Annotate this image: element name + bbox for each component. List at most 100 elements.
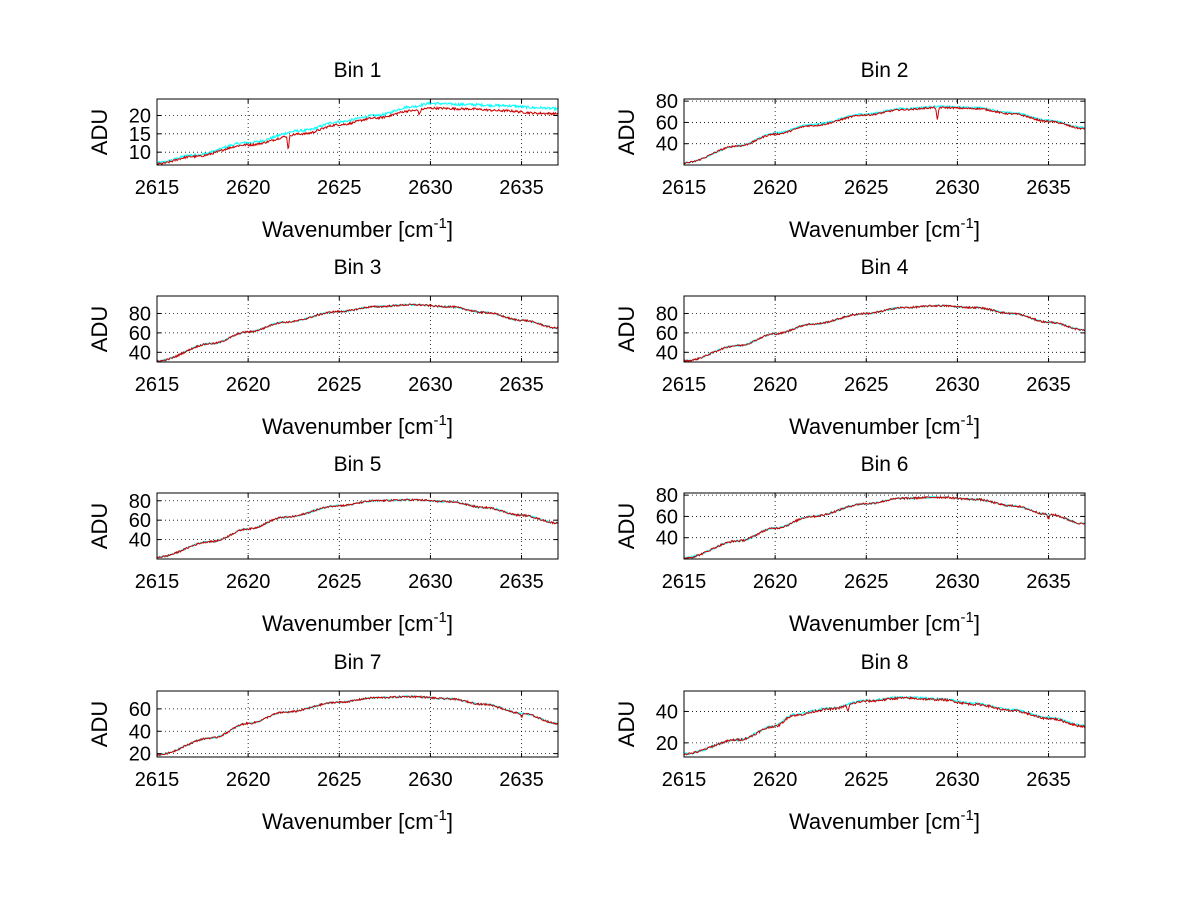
axes-box bbox=[683, 98, 1086, 166]
x-tick-label: 2625 bbox=[317, 374, 362, 396]
y-axis-label: ADU bbox=[614, 109, 639, 155]
x-tick-label: 2630 bbox=[935, 177, 980, 199]
x-tick-label: 2625 bbox=[844, 177, 889, 199]
x-axis-label: Wavenumber [cm-1] bbox=[262, 215, 453, 242]
x-tick-label: 2620 bbox=[226, 571, 271, 593]
x-tick-label: 2615 bbox=[135, 571, 180, 593]
x-axis-label: Wavenumber [cm-1] bbox=[789, 215, 980, 242]
x-tick-label: 2625 bbox=[317, 769, 362, 791]
y-tick-label: 40 bbox=[129, 342, 151, 364]
x-axis-label-superscript: -1 bbox=[434, 215, 447, 232]
x-tick-label: 2620 bbox=[753, 769, 798, 791]
x-axis-label: Wavenumber [cm-1] bbox=[789, 609, 980, 636]
x-axis-label-text: Wavenumber [cm bbox=[789, 611, 961, 636]
plot-area bbox=[157, 99, 558, 165]
x-tick-label: 2635 bbox=[1026, 374, 1071, 396]
y-axis-label: ADU bbox=[614, 306, 639, 352]
subplot-title: Bin 4 bbox=[861, 256, 909, 279]
y-axis-label: ADU bbox=[87, 503, 112, 549]
x-tick-label: 2620 bbox=[226, 177, 271, 199]
x-axis-label-superscript: -1 bbox=[434, 412, 447, 429]
axes-box bbox=[683, 690, 1086, 758]
x-axis-label-text: Wavenumber [cm bbox=[789, 414, 961, 439]
subplot-bin-8: 2615 2620 2625 2630 2635 20 40 Bin 8 Wavenumber … bbox=[614, 651, 1086, 834]
y-tick-label: 20 bbox=[129, 106, 151, 128]
y-tick-label: 40 bbox=[656, 701, 678, 723]
series-line-red bbox=[157, 303, 558, 362]
x-tick-label: 2630 bbox=[408, 571, 453, 593]
axes-box bbox=[156, 98, 559, 166]
x-tick-label: 2620 bbox=[226, 374, 271, 396]
x-tick-label: 2620 bbox=[226, 769, 271, 791]
x-tick-label: 2630 bbox=[408, 374, 453, 396]
x-tick-label: 2615 bbox=[135, 769, 180, 791]
subplot-title: Bin 2 bbox=[861, 59, 909, 82]
series-line-red bbox=[157, 498, 558, 559]
x-tick-label: 2635 bbox=[1026, 177, 1071, 199]
x-axis-label-end: ] bbox=[974, 611, 980, 636]
x-tick-label: 2615 bbox=[662, 769, 707, 791]
x-tick-label: 2630 bbox=[935, 769, 980, 791]
x-axis-label-superscript: -1 bbox=[961, 807, 974, 824]
x-axis-label: Wavenumber [cm-1] bbox=[789, 807, 980, 834]
y-tick-label: 60 bbox=[656, 112, 678, 134]
x-axis-label: Wavenumber [cm-1] bbox=[262, 412, 453, 439]
y-tick-label: 40 bbox=[129, 721, 151, 743]
y-tick-label: 60 bbox=[129, 699, 151, 721]
axes-box bbox=[683, 492, 1086, 560]
x-axis-label-text: Wavenumber [cm bbox=[789, 809, 961, 834]
subplot-title: Bin 8 bbox=[861, 651, 909, 674]
x-axis-label-superscript: -1 bbox=[961, 215, 974, 232]
x-tick-label: 2635 bbox=[499, 571, 544, 593]
x-tick-label: 2615 bbox=[662, 571, 707, 593]
y-tick-label: 80 bbox=[129, 303, 151, 325]
x-tick-label: 2620 bbox=[753, 571, 798, 593]
subplot-title: Bin 7 bbox=[334, 651, 382, 674]
y-tick-label: 20 bbox=[656, 733, 678, 755]
x-tick-label: 2635 bbox=[1026, 571, 1071, 593]
x-tick-label: 2615 bbox=[135, 177, 180, 199]
y-tick-label: 20 bbox=[129, 744, 151, 766]
x-tick-label: 2635 bbox=[1026, 769, 1071, 791]
x-axis-label-end: ] bbox=[974, 217, 980, 242]
x-tick-label: 2625 bbox=[317, 177, 362, 199]
x-tick-label: 2635 bbox=[499, 374, 544, 396]
y-tick-label: 40 bbox=[129, 530, 151, 552]
plot-area bbox=[684, 296, 1085, 362]
plot-area bbox=[157, 493, 558, 559]
x-tick-label: 2615 bbox=[662, 177, 707, 199]
y-tick-label: 80 bbox=[656, 91, 678, 113]
plot-area bbox=[684, 99, 1085, 165]
x-axis-label: Wavenumber [cm-1] bbox=[262, 609, 453, 636]
axes-box bbox=[156, 295, 559, 363]
y-tick-label: 10 bbox=[129, 142, 151, 164]
x-tick-label: 2630 bbox=[408, 769, 453, 791]
x-axis-label: Wavenumber [cm-1] bbox=[789, 412, 980, 439]
x-axis-label-end: ] bbox=[447, 611, 453, 636]
series-line-red bbox=[684, 105, 1085, 165]
plot-area bbox=[157, 691, 558, 757]
y-axis-label: ADU bbox=[614, 701, 639, 747]
x-axis-label-text: Wavenumber [cm bbox=[262, 217, 434, 242]
series-line-red bbox=[684, 304, 1085, 362]
y-axis-label: ADU bbox=[87, 109, 112, 155]
x-tick-label: 2625 bbox=[844, 769, 889, 791]
x-tick-label: 2620 bbox=[753, 177, 798, 199]
x-axis-label-end: ] bbox=[447, 414, 453, 439]
x-axis-label-superscript: -1 bbox=[961, 412, 974, 429]
x-tick-label: 2630 bbox=[935, 571, 980, 593]
y-tick-label: 60 bbox=[656, 323, 678, 345]
x-tick-label: 2630 bbox=[935, 374, 980, 396]
x-axis-label-text: Wavenumber [cm bbox=[262, 414, 434, 439]
x-tick-label: 2625 bbox=[844, 571, 889, 593]
axes-box bbox=[156, 492, 559, 560]
x-tick-label: 2630 bbox=[408, 177, 453, 199]
y-tick-label: 40 bbox=[656, 342, 678, 364]
x-tick-label: 2635 bbox=[499, 769, 544, 791]
